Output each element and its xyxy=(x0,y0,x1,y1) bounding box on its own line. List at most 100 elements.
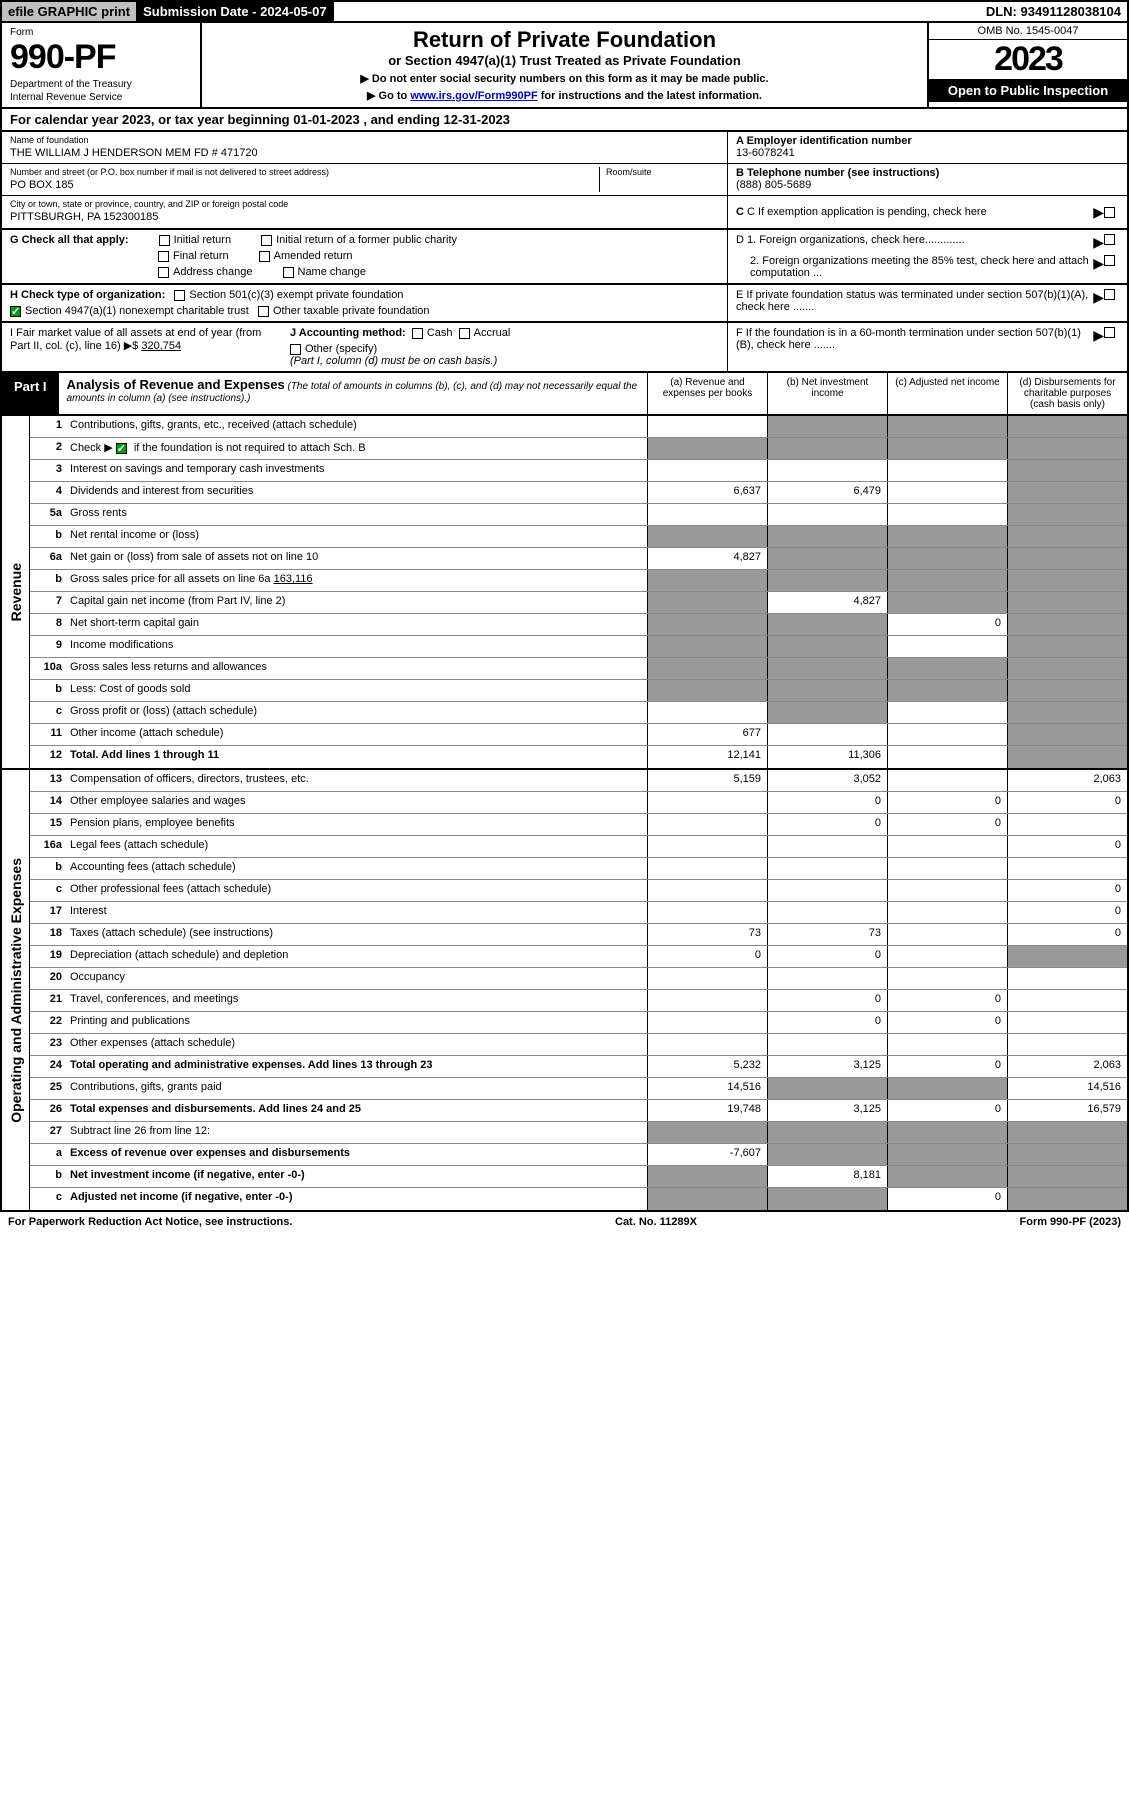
r24b: 3,125 xyxy=(767,1056,887,1077)
e-checkbox[interactable] xyxy=(1104,289,1115,300)
submission-date: Submission Date - 2024-05-07 xyxy=(137,2,334,21)
row21-desc: Travel, conferences, and meetings xyxy=(66,990,647,1011)
g-label: G Check all that apply: xyxy=(10,234,129,246)
r22c: 0 xyxy=(887,1012,1007,1033)
g1-label: Initial return xyxy=(174,234,231,246)
g-initial-checkbox[interactable] xyxy=(159,235,170,246)
header-bar: efile GRAPHIC print Submission Date - 20… xyxy=(0,0,1129,23)
footer: For Paperwork Reduction Act Notice, see … xyxy=(0,1212,1129,1232)
city-label: City or town, state or province, country… xyxy=(10,199,719,209)
r11a: 677 xyxy=(647,724,767,745)
dln: DLN: 93491128038104 xyxy=(980,2,1127,21)
row27c-desc: Adjusted net income (if negative, enter … xyxy=(66,1188,647,1210)
g-initial-former-checkbox[interactable] xyxy=(261,235,272,246)
d2-checkbox[interactable] xyxy=(1104,255,1115,266)
form990pf-link[interactable]: www.irs.gov/Form990PF xyxy=(410,90,537,102)
r6a-val: 4,827 xyxy=(647,548,767,569)
g5-label: Address change xyxy=(173,266,253,278)
schb-checkbox[interactable] xyxy=(116,443,127,454)
r26b: 3,125 xyxy=(767,1100,887,1121)
h1-checkbox[interactable] xyxy=(174,290,185,301)
exemption-checkbox[interactable] xyxy=(1104,207,1115,218)
j1-label: Cash xyxy=(427,327,453,339)
row24-desc: Total operating and administrative expen… xyxy=(66,1056,647,1077)
g-name-checkbox[interactable] xyxy=(283,267,294,278)
name-label: Name of foundation xyxy=(10,135,719,145)
j-note: (Part I, column (d) must be on cash basi… xyxy=(290,355,510,367)
row1-desc: Contributions, gifts, grants, etc., rece… xyxy=(66,416,647,437)
j2-label: Accrual xyxy=(474,327,511,339)
paperwork-notice: For Paperwork Reduction Act Notice, see … xyxy=(8,1216,292,1228)
open-to-public: Open to Public Inspection xyxy=(929,79,1127,102)
city-state-zip: PITTSBURGH, PA 152300185 xyxy=(10,211,719,223)
j-other-checkbox[interactable] xyxy=(290,344,301,355)
room-label: Room/suite xyxy=(606,167,719,177)
j-accrual-checkbox[interactable] xyxy=(459,328,470,339)
r26c: 0 xyxy=(887,1100,1007,1121)
h-label: H Check type of organization: xyxy=(10,289,165,301)
g-address-checkbox[interactable] xyxy=(158,267,169,278)
f-checkbox[interactable] xyxy=(1104,327,1115,338)
r24d: 2,063 xyxy=(1007,1056,1127,1077)
r14c: 0 xyxy=(887,792,1007,813)
row27-desc: Subtract line 26 from line 12: xyxy=(66,1122,647,1143)
revenue-vertical-label: Revenue xyxy=(2,416,30,768)
r18a: 73 xyxy=(647,924,767,945)
i-label: I Fair market value of all assets at end… xyxy=(10,327,261,352)
j-cash-checkbox[interactable] xyxy=(412,328,423,339)
r16cd: 0 xyxy=(1007,880,1127,901)
note2-post: for instructions and the latest informat… xyxy=(538,90,762,102)
r16ad: 0 xyxy=(1007,836,1127,857)
row6a-desc: Net gain or (loss) from sale of assets n… xyxy=(66,548,647,569)
expenses-vertical-label: Operating and Administrative Expenses xyxy=(2,770,30,1210)
row6b-desc: Gross sales price for all assets on line… xyxy=(66,570,647,591)
h3-checkbox[interactable] xyxy=(258,306,269,317)
r6b-val: 163,116 xyxy=(274,573,313,585)
r25d: 14,516 xyxy=(1007,1078,1127,1099)
r7b: 4,827 xyxy=(767,592,887,613)
e-label: E If private foundation status was termi… xyxy=(736,289,1093,317)
r4a: 6,637 xyxy=(647,482,767,503)
g-amended-checkbox[interactable] xyxy=(259,251,270,262)
h1-label: Section 501(c)(3) exempt private foundat… xyxy=(189,289,403,301)
row3-desc: Interest on savings and temporary cash i… xyxy=(66,460,647,481)
r21c: 0 xyxy=(887,990,1007,1011)
row22-desc: Printing and publications xyxy=(66,1012,647,1033)
d1-checkbox[interactable] xyxy=(1104,234,1115,245)
g4-label: Amended return xyxy=(274,250,353,262)
efile-print-button[interactable]: efile GRAPHIC print xyxy=(2,2,137,21)
r27c: 0 xyxy=(887,1188,1007,1210)
row27a-desc: Excess of revenue over expenses and disb… xyxy=(66,1144,647,1165)
row5b-desc: Net rental income or (loss) xyxy=(66,526,647,547)
r27a: -7,607 xyxy=(647,1144,767,1165)
r17d: 0 xyxy=(1007,902,1127,923)
d1-label: D 1. Foreign organizations, check here..… xyxy=(736,234,1093,251)
part1-header: Part I Analysis of Revenue and Expenses … xyxy=(0,373,1129,416)
expenses-table: Operating and Administrative Expenses 13… xyxy=(0,770,1129,1212)
form-header: Form 990-PF Department of the Treasury I… xyxy=(0,23,1129,109)
row17-desc: Interest xyxy=(66,902,647,923)
row14-desc: Other employee salaries and wages xyxy=(66,792,647,813)
ssn-note: ▶ Do not enter social security numbers o… xyxy=(206,72,923,85)
r13d: 2,063 xyxy=(1007,770,1127,791)
exemption-pending-label: C C If exemption application is pending,… xyxy=(736,206,1093,218)
r24c: 0 xyxy=(887,1056,1007,1077)
d2-label: 2. Foreign organizations meeting the 85%… xyxy=(736,255,1093,279)
revenue-table: Revenue 1Contributions, gifts, grants, e… xyxy=(0,416,1129,770)
dept-treasury: Department of the Treasury xyxy=(10,79,192,90)
h2-checkbox[interactable] xyxy=(10,306,21,317)
r12b: 11,306 xyxy=(767,746,887,768)
ein-value: 13-6078241 xyxy=(736,147,1119,159)
row27b-desc: Net investment income (if negative, ente… xyxy=(66,1166,647,1187)
h3-label: Other taxable private foundation xyxy=(273,305,430,317)
cal-mid: , and ending xyxy=(360,112,444,127)
h2-label: Section 4947(a)(1) nonexempt charitable … xyxy=(25,305,249,317)
r14d: 0 xyxy=(1007,792,1127,813)
addr-label: Number and street (or P.O. box number if… xyxy=(10,167,599,177)
cat-no: Cat. No. 11289X xyxy=(615,1216,697,1228)
g6-label: Name change xyxy=(298,266,367,278)
g-final-checkbox[interactable] xyxy=(158,251,169,262)
row10a-desc: Gross sales less returns and allowances xyxy=(66,658,647,679)
col-a-header: (a) Revenue and expenses per books xyxy=(647,373,767,414)
cal-pre: For calendar year 2023, or tax year begi… xyxy=(10,112,293,127)
